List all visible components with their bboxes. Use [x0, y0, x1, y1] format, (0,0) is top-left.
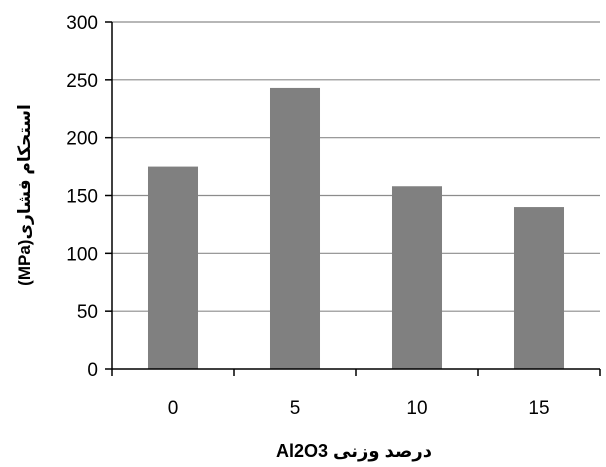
bar	[391, 186, 443, 369]
bar	[513, 207, 565, 369]
y-tick-label: 300	[66, 13, 98, 34]
x-tick-label: 10	[406, 398, 427, 419]
y-tick-labels: 0 50 100 150 200 250 300	[66, 13, 98, 381]
bar	[147, 166, 199, 369]
y-tick-label: 150	[66, 187, 98, 208]
x-tick-labels: 0 5 10 15	[168, 398, 550, 419]
bar	[269, 87, 321, 370]
x-axis-label: درصد وزنی Al2O3	[276, 441, 432, 462]
y-axis-label: استحکام فشاری(MPa)	[15, 104, 34, 286]
x-tick-label: 0	[168, 398, 179, 419]
y-tick-label: 250	[66, 71, 98, 92]
x-tick-label: 5	[290, 398, 301, 419]
x-tick-label: 15	[528, 398, 549, 419]
axes	[105, 21, 601, 376]
y-tick-label: 100	[66, 244, 98, 265]
y-tick-label: 0	[87, 360, 98, 381]
bars	[147, 87, 565, 370]
y-tick-label: 50	[77, 302, 98, 323]
y-tick-label: 200	[66, 129, 98, 150]
